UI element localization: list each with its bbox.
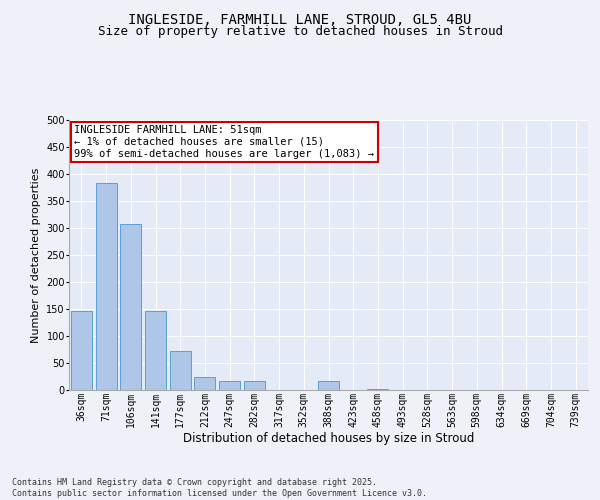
Bar — [194, 376, 215, 390]
Bar — [95, 183, 116, 390]
Bar — [219, 381, 240, 390]
Bar — [145, 310, 166, 390]
Text: INGLESIDE, FARMHILL LANE, STROUD, GL5 4BU: INGLESIDE, FARMHILL LANE, STROUD, GL5 4B… — [128, 12, 472, 26]
Y-axis label: Number of detached properties: Number of detached properties — [31, 168, 41, 342]
Bar — [244, 381, 265, 390]
Text: INGLESIDE FARMHILL LANE: 51sqm
← 1% of detached houses are smaller (15)
99% of s: INGLESIDE FARMHILL LANE: 51sqm ← 1% of d… — [74, 126, 374, 158]
Bar — [318, 381, 339, 390]
X-axis label: Distribution of detached houses by size in Stroud: Distribution of detached houses by size … — [183, 432, 474, 445]
Text: Contains HM Land Registry data © Crown copyright and database right 2025.
Contai: Contains HM Land Registry data © Crown c… — [12, 478, 427, 498]
Text: Size of property relative to detached houses in Stroud: Size of property relative to detached ho… — [97, 25, 503, 38]
Bar — [120, 224, 141, 390]
Bar — [170, 351, 191, 390]
Bar — [71, 310, 92, 390]
